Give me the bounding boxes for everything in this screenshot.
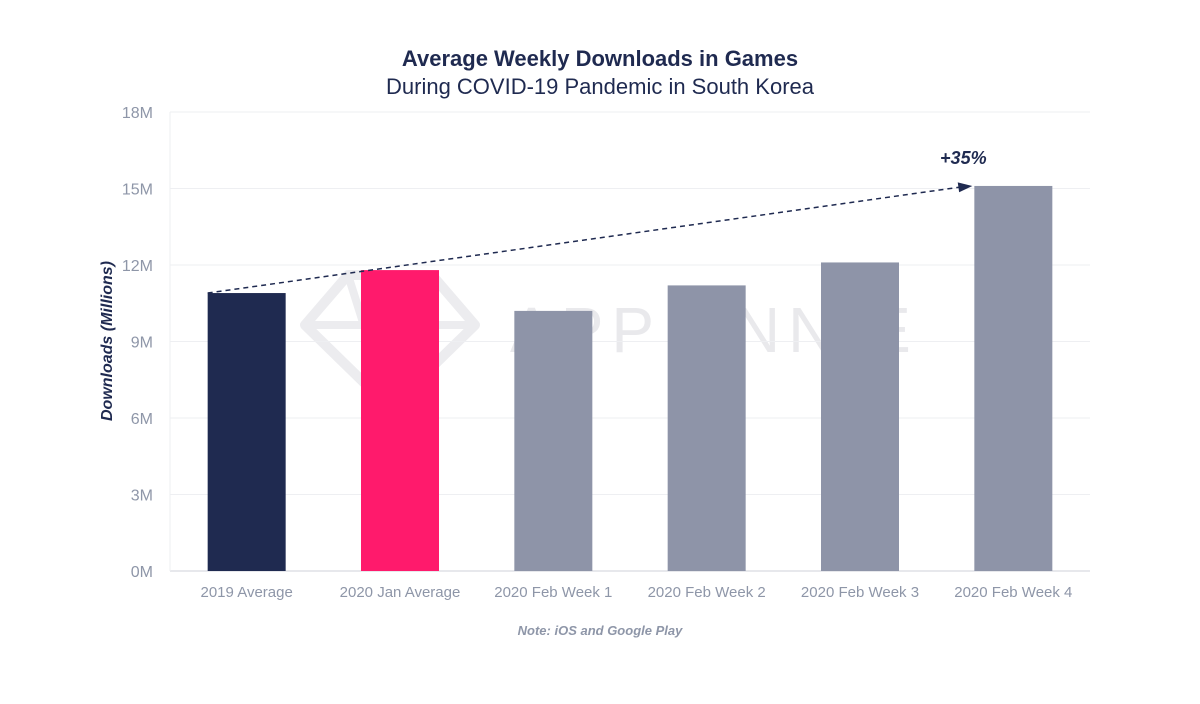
chart-title: Average Weekly Downloads in Games — [401, 46, 799, 71]
chart-subtitle: During COVID-19 Pandemic in South Korea — [386, 74, 814, 99]
y-tick-label: 6M — [131, 411, 153, 428]
chart-note: Note: iOS and Google Play — [517, 623, 683, 638]
bar — [974, 185, 1053, 571]
y-tick-label: 18M — [122, 105, 153, 122]
x-axis-ticks: 2019 Average 2020 Jan Average 2020 Feb Wee… — [201, 584, 1073, 601]
bar — [207, 293, 286, 571]
growth-arrow-head-icon — [957, 182, 973, 193]
y-axis-label: Downloads (Millions) — [99, 261, 116, 421]
x-tick-label: 2020 Feb Week 3 — [801, 584, 919, 601]
y-tick-label: 0M — [131, 564, 153, 581]
bar — [667, 285, 746, 571]
growth-annotation-label: +35% — [940, 148, 987, 168]
bar — [821, 262, 899, 571]
bar — [361, 270, 439, 571]
x-tick-label: 2020 Feb Week 1 — [494, 584, 612, 601]
y-tick-label: 12M — [122, 258, 153, 275]
x-tick-label: 2020 Jan Average — [340, 584, 461, 601]
gridlines — [169, 111, 1090, 572]
y-axis-ticks: 0M 3M 6M 9M 12M 15M 18M — [122, 105, 153, 581]
x-tick-label: 2020 Feb Week 4 — [954, 584, 1072, 601]
bars — [207, 185, 1053, 571]
growth-arrow-line — [207, 185, 969, 294]
x-tick-label: 2019 Average — [201, 584, 293, 601]
bar — [514, 310, 593, 571]
y-tick-label: 15M — [122, 182, 153, 199]
growth-annotation: +35% — [207, 148, 987, 294]
y-tick-label: 9M — [131, 335, 153, 352]
y-tick-label: 3M — [131, 488, 153, 505]
x-tick-label: 2020 Feb Week 2 — [648, 584, 766, 601]
